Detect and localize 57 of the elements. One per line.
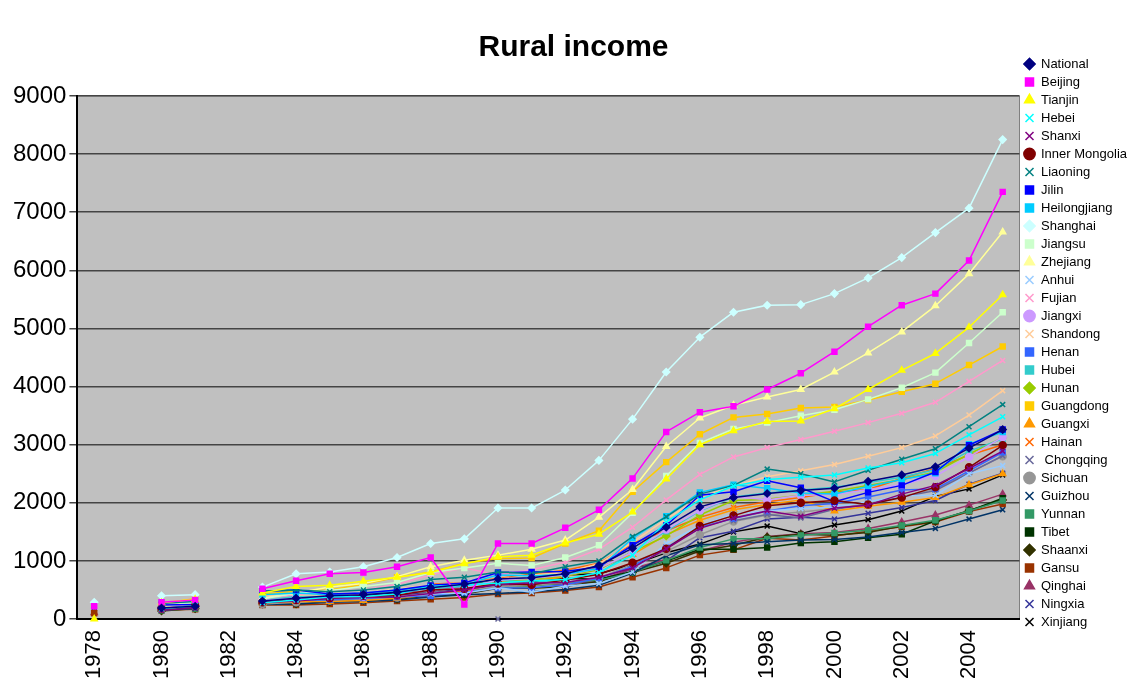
legend-label: Zhejiang bbox=[1041, 253, 1091, 269]
x-tick-label: 1992 bbox=[551, 630, 577, 680]
legend-label: Shanxi bbox=[1041, 127, 1081, 143]
y-tick-label: 2000 bbox=[13, 487, 67, 515]
x-tick-label: 1978 bbox=[80, 630, 106, 680]
legend-label: Guizhou bbox=[1041, 487, 1090, 503]
x-tick-label: 1998 bbox=[753, 630, 779, 680]
y-tick-label: 4000 bbox=[13, 371, 67, 399]
legend-label: Hebei bbox=[1041, 109, 1076, 125]
x-tick-label: 2004 bbox=[955, 630, 981, 680]
y-tick-label: 6000 bbox=[13, 254, 67, 282]
x-tick-label: 1982 bbox=[214, 630, 240, 680]
legend-label: Hainan bbox=[1041, 433, 1083, 449]
legend-label: Hubei bbox=[1041, 361, 1076, 377]
y-tick-label: 0 bbox=[53, 603, 67, 631]
legend-label: Jiangxi bbox=[1041, 307, 1082, 323]
x-tick-label: 1980 bbox=[147, 630, 173, 680]
y-tick-label: 8000 bbox=[13, 138, 67, 166]
legend-label: Beijing bbox=[1041, 73, 1081, 89]
legend-label: Guangdong bbox=[1041, 397, 1109, 413]
y-tick-label: 1000 bbox=[13, 545, 67, 573]
x-tick-label: 1994 bbox=[618, 630, 644, 680]
legend-label: Shaanxi bbox=[1041, 541, 1089, 557]
legend-label: Shandong bbox=[1041, 325, 1101, 341]
legend-label: Ningxia bbox=[1041, 595, 1086, 611]
legend-label: Jiangsu bbox=[1041, 235, 1086, 251]
x-tick-label: 1990 bbox=[484, 630, 510, 680]
x-tick-label: 1996 bbox=[685, 630, 711, 680]
legend-label: Fujian bbox=[1041, 289, 1077, 305]
x-tick-label: 1984 bbox=[282, 630, 308, 680]
legend-label: Gansu bbox=[1041, 559, 1080, 575]
y-tick-label: 3000 bbox=[13, 429, 67, 457]
legend-label: Tianjin bbox=[1041, 91, 1079, 107]
legend-label: Qinghai bbox=[1041, 577, 1086, 593]
legend-label: Heilongjiang bbox=[1041, 199, 1113, 215]
legend-label: Jilin bbox=[1041, 181, 1064, 197]
chart-title: Rural income bbox=[478, 29, 669, 63]
legend-label: Anhui bbox=[1041, 271, 1075, 287]
legend-label: Guangxi bbox=[1041, 415, 1090, 431]
x-tick-label: 2000 bbox=[820, 630, 846, 680]
legend-label: Liaoning bbox=[1041, 163, 1091, 179]
legend-label: Yunnan bbox=[1041, 505, 1086, 521]
legend-label: Inner Mongolia bbox=[1041, 145, 1128, 161]
legend-label: Sichuan bbox=[1041, 469, 1088, 485]
legend-label: Hunan bbox=[1041, 379, 1080, 395]
legend-label: Shanghai bbox=[1041, 217, 1097, 233]
x-tick-label: 2002 bbox=[887, 630, 913, 680]
y-tick-label: 5000 bbox=[13, 313, 67, 341]
legend-label: Henan bbox=[1041, 343, 1080, 359]
x-tick-label: 1988 bbox=[416, 630, 442, 680]
legend-label: Xinjiang bbox=[1041, 613, 1088, 629]
y-tick-label: 9000 bbox=[13, 80, 67, 108]
legend-label: Tibet bbox=[1041, 523, 1070, 539]
legend-label: Chongqing bbox=[1041, 451, 1108, 467]
legend-label: National bbox=[1041, 55, 1089, 71]
x-tick-label: 1986 bbox=[349, 630, 375, 680]
y-tick-label: 7000 bbox=[13, 196, 67, 224]
